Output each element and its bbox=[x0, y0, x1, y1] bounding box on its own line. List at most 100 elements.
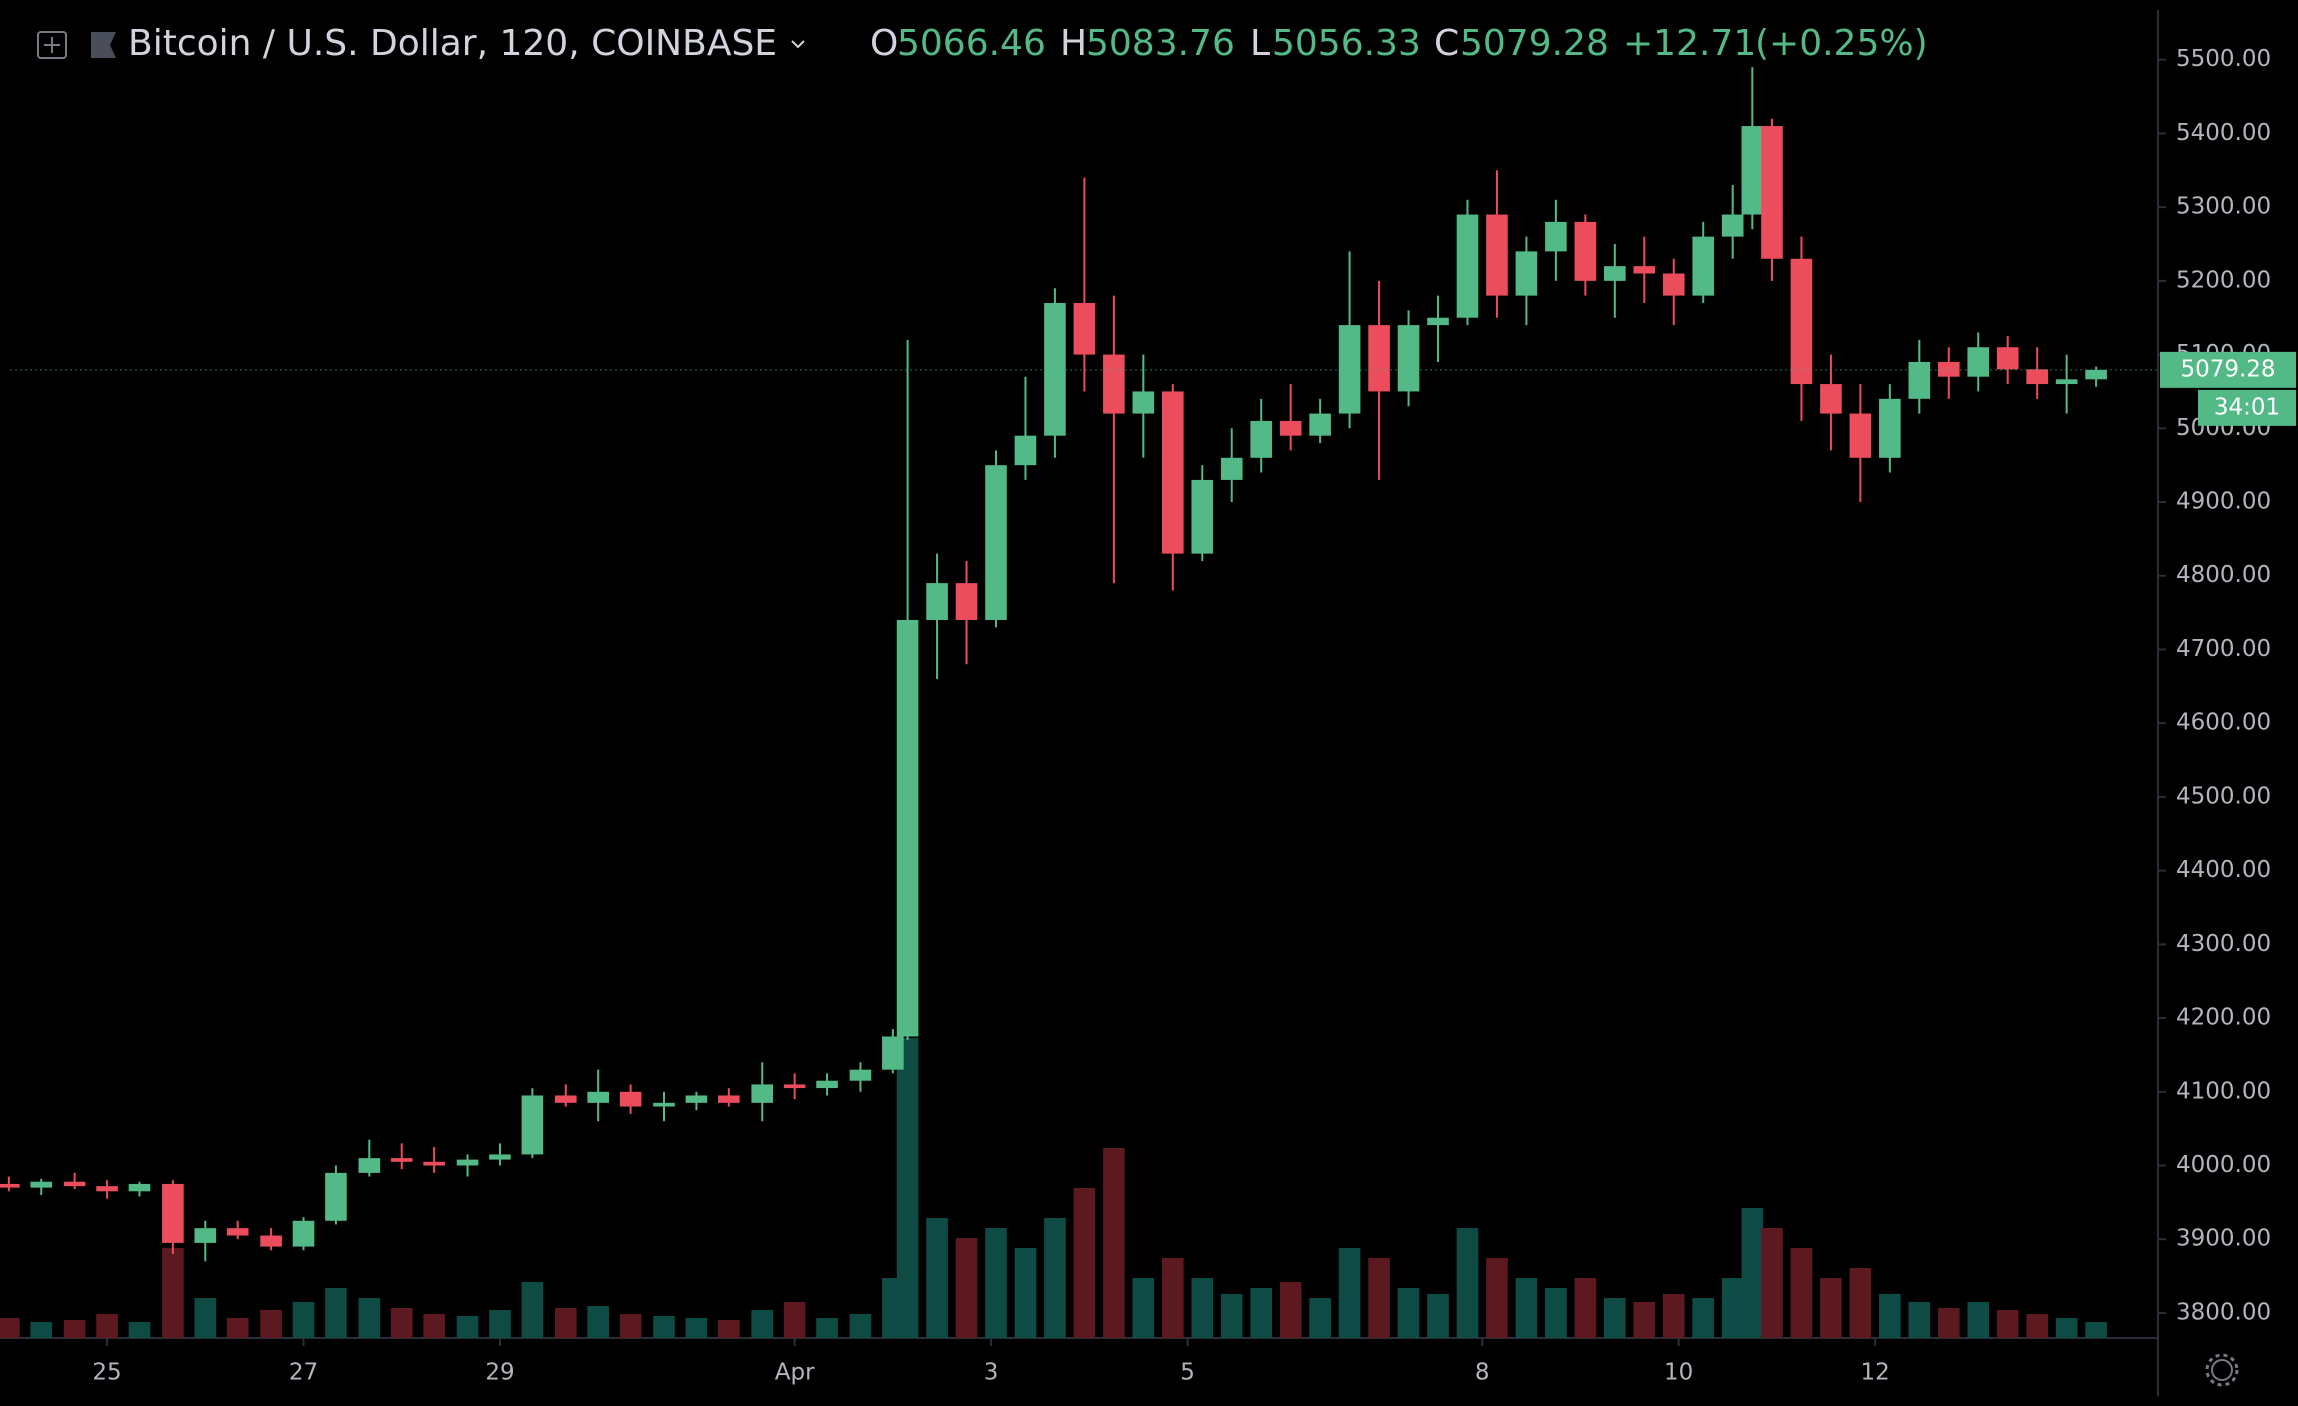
candle-body bbox=[1486, 214, 1508, 296]
y-tick-label: 4700.00 bbox=[2176, 636, 2271, 662]
candle-body bbox=[1368, 325, 1390, 392]
volume-bar bbox=[1368, 1258, 1390, 1338]
candle-body bbox=[816, 1080, 838, 1089]
candle-body bbox=[1456, 214, 1479, 318]
volume-bar bbox=[1132, 1278, 1155, 1338]
volume-bar bbox=[896, 1038, 919, 1338]
y-tick-label: 4400.00 bbox=[2176, 857, 2271, 883]
close-label: C bbox=[1434, 23, 1459, 64]
volume-bar bbox=[423, 1314, 445, 1338]
close-value: 5079.28 bbox=[1460, 23, 1609, 64]
candle-body bbox=[162, 1183, 184, 1243]
volume-bar bbox=[96, 1314, 118, 1338]
candle-body bbox=[1937, 361, 1960, 377]
volume-bar bbox=[358, 1298, 381, 1338]
volume-bar bbox=[1908, 1302, 1931, 1338]
candle-layer bbox=[0, 67, 2107, 1262]
candle-body bbox=[1967, 347, 1990, 377]
candle-body bbox=[926, 583, 948, 620]
candle-body bbox=[358, 1158, 381, 1173]
volume-bar bbox=[718, 1320, 740, 1338]
volume-bar bbox=[955, 1238, 978, 1338]
candle-body bbox=[456, 1159, 479, 1166]
volume-bar bbox=[1967, 1302, 1990, 1338]
candle-body bbox=[849, 1069, 872, 1081]
volume-bar bbox=[1662, 1294, 1685, 1338]
candle-body bbox=[1741, 126, 1764, 215]
add-icon-frame[interactable] bbox=[37, 31, 67, 59]
last-price-label: 5079.28 bbox=[2180, 356, 2275, 382]
gear-icon[interactable] bbox=[2211, 1359, 2233, 1381]
volume-bar bbox=[554, 1308, 577, 1338]
candle-body bbox=[955, 583, 978, 620]
candle-body bbox=[489, 1154, 511, 1160]
volume-bar bbox=[1879, 1294, 1901, 1338]
volume-bar bbox=[2085, 1322, 2107, 1338]
volume-bar bbox=[194, 1298, 217, 1338]
candle-body bbox=[390, 1158, 413, 1162]
candle-body bbox=[587, 1091, 609, 1103]
candle-body bbox=[653, 1102, 675, 1107]
candle-body bbox=[1220, 457, 1243, 480]
candle-body bbox=[1604, 266, 1626, 281]
volume-bar bbox=[63, 1320, 86, 1338]
volume-bar bbox=[30, 1322, 53, 1338]
candle-body bbox=[1515, 251, 1538, 296]
candle-body bbox=[718, 1095, 740, 1103]
volume-bar bbox=[260, 1310, 282, 1338]
y-tick-label: 4600.00 bbox=[2176, 710, 2271, 736]
x-tick-label: 27 bbox=[289, 1360, 318, 1386]
symbol-dropdown[interactable] bbox=[791, 40, 805, 49]
candle-body bbox=[1633, 266, 1656, 274]
volume-bar bbox=[1014, 1248, 1037, 1338]
candle-body bbox=[1397, 325, 1420, 392]
volume-bar bbox=[1692, 1298, 1715, 1338]
high-value: 5083.76 bbox=[1086, 23, 1235, 64]
volume-bar bbox=[162, 1248, 184, 1338]
candle-body bbox=[226, 1228, 249, 1236]
y-tick-label: 4500.00 bbox=[2176, 783, 2271, 809]
low-value: 5056.33 bbox=[1272, 23, 1421, 64]
candle-body bbox=[1191, 479, 1214, 554]
add-symbol-button[interactable] bbox=[37, 31, 67, 59]
x-tick-label: Apr bbox=[775, 1360, 815, 1386]
candle-body bbox=[896, 619, 919, 1037]
volume-bar bbox=[1073, 1188, 1096, 1338]
volume-bar bbox=[1545, 1288, 1567, 1338]
candle-body bbox=[1761, 126, 1783, 259]
x-tick-label: 3 bbox=[984, 1360, 999, 1386]
high-label: H bbox=[1060, 23, 1087, 64]
candle-body bbox=[292, 1220, 315, 1247]
y-tick-label: 3900.00 bbox=[2176, 1226, 2271, 1252]
volume-bar bbox=[653, 1316, 675, 1338]
volume-bar bbox=[1515, 1278, 1538, 1338]
settings-button[interactable] bbox=[2205, 1353, 2239, 1387]
candle-body bbox=[783, 1084, 806, 1089]
volume-bar bbox=[2026, 1314, 2048, 1338]
y-tick-label: 4000.00 bbox=[2176, 1152, 2271, 1178]
candle-body bbox=[521, 1095, 544, 1155]
volume-bar bbox=[0, 1318, 20, 1338]
candle-body bbox=[63, 1181, 86, 1187]
volume-bar bbox=[1721, 1278, 1744, 1338]
y-tick-label: 4800.00 bbox=[2176, 562, 2271, 588]
open-label: O bbox=[870, 23, 898, 64]
flag-icon[interactable] bbox=[91, 32, 116, 58]
last-price-box bbox=[2160, 351, 2296, 388]
volume-bar bbox=[587, 1306, 609, 1338]
chart-title[interactable]: Bitcoin / U.S. Dollar, 120, COINBASE bbox=[128, 23, 777, 64]
x-tick-label: 29 bbox=[485, 1360, 514, 1386]
x-tick-label: 25 bbox=[92, 1360, 121, 1386]
x-tick-label: 5 bbox=[1180, 1360, 1195, 1386]
volume-bar bbox=[521, 1282, 544, 1338]
volume-bar bbox=[1191, 1278, 1214, 1338]
candle-body bbox=[128, 1183, 151, 1192]
volume-bar bbox=[489, 1310, 511, 1338]
volume-bar bbox=[390, 1308, 413, 1338]
candle-body bbox=[1849, 413, 1872, 458]
volume-bar bbox=[1456, 1228, 1479, 1338]
y-tick-label: 5300.00 bbox=[2176, 194, 2271, 220]
y-tick-label: 4200.00 bbox=[2176, 1005, 2271, 1031]
volume-bar bbox=[751, 1310, 774, 1338]
candle-body bbox=[985, 465, 1007, 620]
